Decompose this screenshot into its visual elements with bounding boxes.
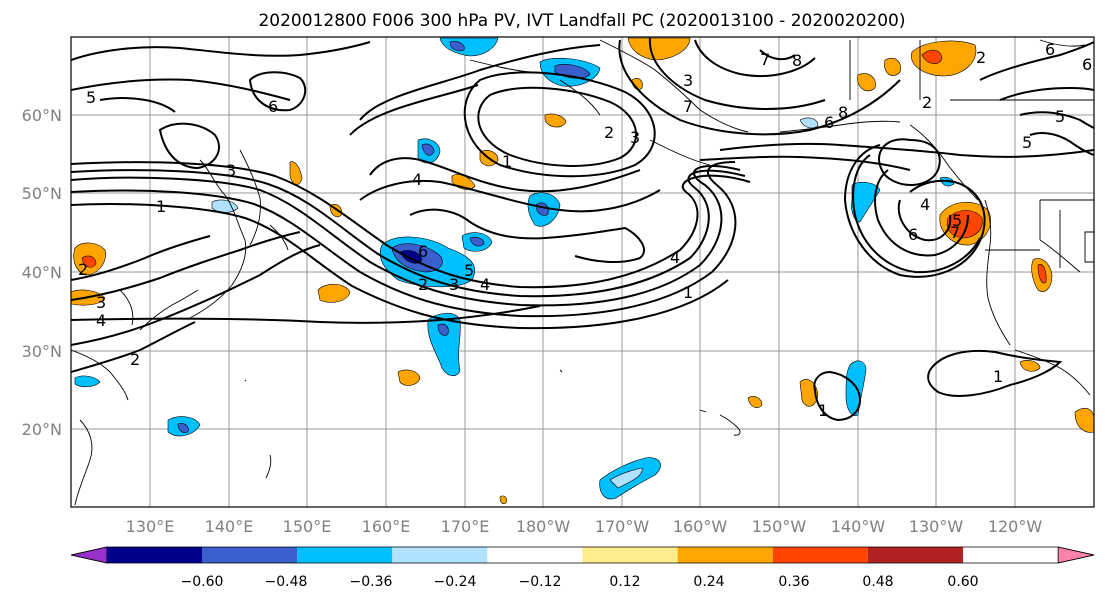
colorbar-segment: [772, 547, 868, 563]
colorbar-tick-label: −0.60: [181, 574, 224, 590]
contour-label: 2: [130, 350, 140, 369]
colorbar-tick-label: 0.36: [778, 574, 809, 590]
lon-label: 180°W: [516, 517, 571, 536]
contour-label: 8: [792, 51, 802, 70]
contour-label: 1: [818, 401, 828, 420]
ivt-negative-shading: [74, 37, 955, 500]
lat-label: 20°N: [22, 420, 62, 439]
contour-label: 8: [838, 103, 848, 122]
contour-label: 4: [480, 275, 490, 294]
colorbar-tick-label: 0.24: [693, 574, 724, 590]
colorbar-tick-label: 0.48: [862, 574, 893, 590]
lon-label: 130°W: [909, 517, 964, 536]
longitude-labels: 130°E 140°E 150°E 160°E 170°E 180°W 170°…: [126, 517, 1043, 536]
lon-label: 120°W: [988, 517, 1043, 536]
contour-label: 7: [683, 97, 693, 116]
lon-label: 160°W: [673, 517, 728, 536]
map-panel: 5 6 3 1 4 2 1 6 5 3 4 2 3 4 2 2 1 4 6 3: [22, 36, 1095, 536]
map-title: 2020012800 F006 300 hPa PV, IVT Landfall…: [258, 11, 905, 31]
colorbar: −0.60 −0.48 −0.36 −0.24 −0.12 0.12 0.24 …: [70, 546, 1095, 590]
contour-label: 4: [920, 195, 930, 214]
contour-label: 3: [683, 71, 693, 90]
colorbar-segment: [202, 547, 298, 563]
contour-label: 6: [418, 242, 428, 261]
contour-label: 5: [464, 261, 474, 280]
contour-label: 7: [950, 223, 960, 242]
colorbar-segment: [867, 547, 963, 563]
lat-label: 40°N: [22, 263, 62, 282]
contour-label: 3: [226, 161, 236, 180]
contour-label: 4: [412, 170, 422, 189]
lon-label: 140°W: [831, 517, 886, 536]
contour-label: 2: [922, 93, 932, 112]
lon-label: 170°E: [441, 517, 490, 536]
colorbar-extend-high: [1057, 546, 1095, 564]
contour-label: 4: [670, 248, 680, 267]
contour-label: 2: [976, 48, 986, 67]
contour-label: 1: [502, 152, 512, 171]
contour-label: 1: [683, 283, 693, 302]
contour-label: 6: [268, 97, 278, 116]
contour-labels: 5 6 3 1 4 2 1 6 5 3 4 2 3 4 2 2 1 4 6 3: [78, 40, 1092, 420]
colorbar-segment: [392, 547, 488, 563]
colorbar-segment: [297, 547, 393, 563]
contour-label: 6: [1082, 55, 1092, 74]
colorbar-tick-label: −0.48: [265, 574, 308, 590]
contour-label: 1: [993, 367, 1003, 386]
contour-label: 2: [78, 260, 88, 279]
colorbar-tick-label: 0.12: [609, 574, 640, 590]
contour-label: 3: [449, 275, 459, 294]
contour-label: 5: [1055, 107, 1065, 126]
contour-label: 6: [1045, 40, 1055, 59]
contour-label: 7: [760, 50, 770, 69]
lat-label: 30°N: [22, 342, 62, 361]
colorbar-tick-label: −0.36: [350, 574, 393, 590]
contour-label: 4: [96, 311, 106, 330]
latitude-labels: 60°N 50°N 40°N 30°N 20°N: [22, 106, 62, 439]
colorbar-segment: [677, 547, 773, 563]
colorbar-tick-labels: −0.60 −0.48 −0.36 −0.24 −0.12 0.12 0.24 …: [181, 574, 979, 590]
lon-label: 150°E: [283, 517, 332, 536]
contour-label: 5: [1022, 133, 1032, 152]
contour-label: 5: [86, 88, 96, 107]
lat-label: 50°N: [22, 184, 62, 203]
colorbar-segment: [487, 547, 583, 563]
contour-label: 3: [96, 293, 106, 312]
colorbar-extend-low: [70, 546, 108, 564]
colorbar-segment: [582, 547, 678, 563]
lon-label: 130°E: [126, 517, 175, 536]
contour-label: 1: [156, 197, 166, 216]
contour-label: 6: [824, 113, 834, 132]
contour-label: 6: [908, 225, 918, 244]
pv-contours: [71, 37, 1094, 422]
colorbar-segments: [70, 546, 1095, 564]
lon-label: 160°E: [362, 517, 411, 536]
lon-label: 170°W: [595, 517, 650, 536]
contour-label: 2: [604, 123, 614, 142]
colorbar-tick-label: 0.60: [947, 574, 978, 590]
lon-label: 150°W: [752, 517, 807, 536]
lat-label: 60°N: [22, 106, 62, 125]
colorbar-tick-label: −0.24: [434, 574, 477, 590]
contour-label: 5: [952, 211, 962, 230]
colorbar-tick-label: −0.12: [519, 574, 562, 590]
lon-label: 140°E: [205, 517, 254, 536]
coastlines: [71, 39, 1094, 506]
colorbar-segment: [106, 547, 202, 563]
map-frame: [70, 36, 1095, 508]
contour-label: 2: [418, 275, 428, 294]
contour-label: 3: [630, 128, 640, 147]
colorbar-outline: [70, 546, 1095, 564]
